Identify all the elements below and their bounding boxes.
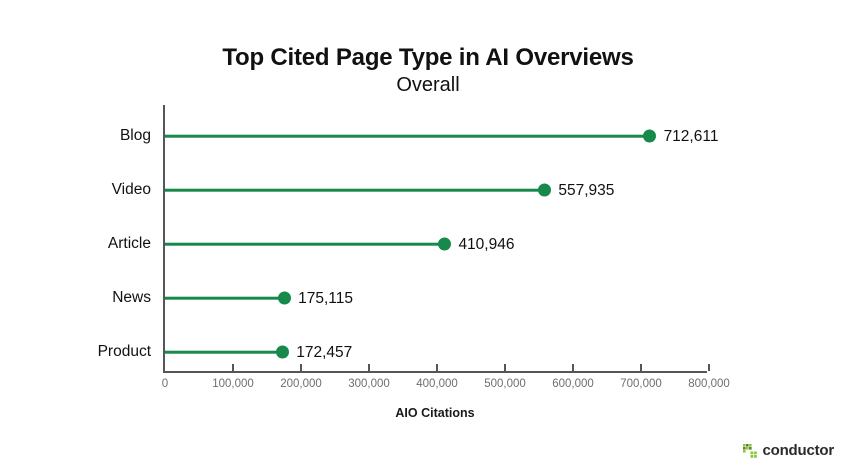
x-axis-tick — [232, 364, 234, 371]
lollipop-marker — [275, 345, 289, 359]
lollipop-stem — [165, 134, 650, 138]
chart-subtitle: Overall — [396, 74, 460, 96]
x-axis-tick — [504, 364, 506, 371]
x-axis-tick-label: 100,000 — [212, 378, 254, 390]
x-axis-tick-label: 700,000 — [620, 378, 662, 390]
category-label-product: Product — [97, 343, 151, 360]
x-axis-tick — [436, 364, 438, 371]
conductor-pixel-icon — [743, 443, 758, 458]
value-label: 410,946 — [458, 235, 515, 253]
value-label: 175,115 — [298, 289, 353, 307]
category-label-blog: Blog — [119, 127, 151, 144]
x-axis-tick-label: 600,000 — [552, 378, 594, 390]
chart-title: Top Cited Page Type in AI Overviews — [222, 44, 634, 71]
x-axis-tick — [300, 364, 302, 371]
category-label-news: News — [112, 289, 151, 306]
pixel-cluster-bottom-right — [750, 451, 758, 458]
brand-name: conductor — [762, 442, 834, 459]
category-label-article: Article — [107, 235, 151, 252]
lollipop-marker — [277, 291, 291, 305]
x-axis-tick-label: 500,000 — [484, 378, 526, 390]
x-axis-tick-label: 800,000 — [688, 378, 730, 390]
brand-logo: conductor — [742, 442, 834, 459]
lollipop-marker — [437, 237, 451, 251]
x-axis-tick — [572, 364, 574, 371]
lollipop-stem — [165, 242, 445, 246]
lollipop-stem — [165, 296, 285, 300]
value-label: 712,611 — [663, 127, 719, 145]
x-axis-tick-label: 200,000 — [280, 378, 322, 390]
x-axis-tick — [368, 364, 370, 371]
x-axis-tick-label: 300,000 — [348, 378, 390, 390]
x-axis-tick-label: 400,000 — [416, 378, 458, 390]
x-axis-tick-label: 0 — [161, 378, 169, 390]
x-axis-tick — [708, 364, 710, 371]
pixel-cluster-top-left — [743, 443, 753, 453]
plot-area: Blog 712,611 Video 557,935 Article 410,946 New… — [98, 105, 730, 390]
value-label: 557,935 — [558, 181, 615, 199]
x-axis-label: AIO Citations — [395, 406, 475, 420]
lollipop-stem — [165, 188, 545, 192]
lollipop-marker — [643, 129, 657, 143]
lollipop-marker — [537, 183, 551, 197]
category-label-video: Video — [111, 181, 151, 198]
value-label: 172,457 — [296, 343, 353, 361]
x-axis-tick — [640, 364, 642, 371]
lollipop-stem — [165, 350, 283, 354]
